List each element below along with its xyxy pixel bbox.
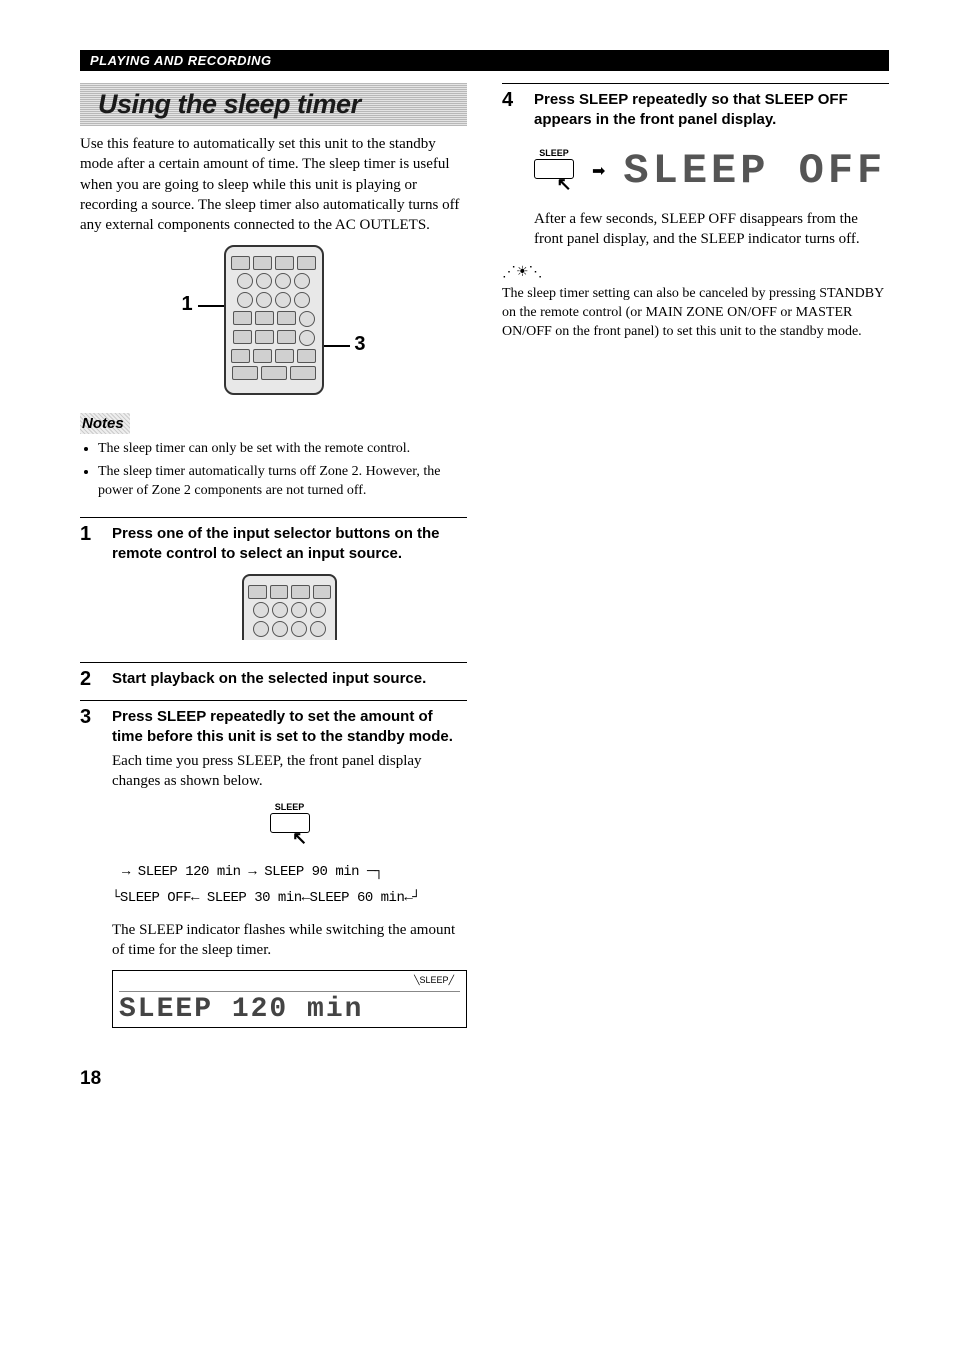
right-column: 4 Press SLEEP repeatedly so that SLEEP O… xyxy=(502,83,889,1090)
remote-top-figure xyxy=(112,574,467,642)
note-item: The sleep timer can only be set with the… xyxy=(98,440,467,459)
sleep-button-icon xyxy=(534,159,574,179)
notes-list: The sleep timer can only be set with the… xyxy=(80,440,467,501)
section-header-bar: PLAYING AND RECORDING xyxy=(80,50,889,71)
step-number: 3 xyxy=(80,707,100,1029)
callout-1: 1 xyxy=(182,293,193,316)
step-1: 1 Press one of the input selector button… xyxy=(80,517,467,653)
arrow-right-icon: ➡ xyxy=(592,161,605,181)
sleep-button-label: SLEEP xyxy=(534,148,574,158)
step-number: 2 xyxy=(80,669,100,689)
callout-line-3 xyxy=(324,345,350,347)
step-text: Each time you press SLEEP, the front pan… xyxy=(112,751,467,792)
remote-control-figure: 1 3 xyxy=(80,245,467,395)
step-title: Press one of the input selector buttons … xyxy=(112,524,467,565)
step-title: Press SLEEP repeatedly to set the amount… xyxy=(112,707,467,748)
step-text: After a few seconds, SLEEP OFF disappear… xyxy=(534,209,889,250)
step-title: Press SLEEP repeatedly so that SLEEP OFF… xyxy=(534,90,889,131)
notes-heading: Notes xyxy=(80,413,130,434)
tip-icon: ⋰☀⋱ xyxy=(502,265,543,280)
tip-block: ⋰☀⋱ The sleep timer setting can also be … xyxy=(502,263,889,342)
section-header-text: PLAYING AND RECORDING xyxy=(90,53,272,68)
lcd-display-figure: ╲SLEEP╱ SLEEP 120 min xyxy=(112,970,467,1028)
step-text: The SLEEP indicator flashes while switch… xyxy=(112,920,467,961)
feature-title-block: Using the sleep timer xyxy=(80,83,467,126)
sleep-off-figure: SLEEP ↖ ➡ SLEEP OFF xyxy=(534,147,889,195)
lcd-indicator: ╲SLEEP╱ xyxy=(414,975,454,986)
sleep-button-icon xyxy=(270,813,310,833)
lcd-display-text-large: SLEEP OFF xyxy=(623,147,886,195)
sleep-button-label: SLEEP xyxy=(270,802,310,812)
step-number: 4 xyxy=(502,90,522,249)
cycle-line: └SLEEP OFF← SLEEP 30 min←SLEEP 60 min←┘ xyxy=(112,885,467,912)
sleep-button-figure: SLEEP ↖ xyxy=(112,802,467,849)
lcd-display-text: SLEEP 120 min xyxy=(119,992,460,1025)
callout-3: 3 xyxy=(354,333,365,356)
page-number: 18 xyxy=(80,1068,467,1090)
feature-title: Using the sleep timer xyxy=(98,89,361,119)
tip-text: The sleep timer setting can also be canc… xyxy=(502,285,889,342)
intro-paragraph: Use this feature to automatically set th… xyxy=(80,134,467,235)
remote-body-icon xyxy=(224,245,324,395)
notes-block: Notes The sleep timer can only be set wi… xyxy=(80,413,467,501)
step-4: 4 Press SLEEP repeatedly so that SLEEP O… xyxy=(502,83,889,249)
step-number: 1 xyxy=(80,524,100,653)
step-title: Start playback on the selected input sou… xyxy=(112,669,467,689)
note-item: The sleep timer automatically turns off … xyxy=(98,463,467,501)
cycle-line: → SLEEP 120 min → SLEEP 90 min ─┐ xyxy=(112,859,467,886)
sleep-cycle-diagram: → SLEEP 120 min → SLEEP 90 min ─┐ └SLEEP… xyxy=(112,859,467,912)
left-column: Using the sleep timer Use this feature t… xyxy=(80,83,467,1090)
callout-line-1 xyxy=(198,305,224,307)
two-column-layout: Using the sleep timer Use this feature t… xyxy=(80,83,889,1090)
manual-page: PLAYING AND RECORDING Using the sleep ti… xyxy=(0,0,954,1140)
step-2: 2 Start playback on the selected input s… xyxy=(80,662,467,689)
step-3: 3 Press SLEEP repeatedly to set the amou… xyxy=(80,700,467,1029)
